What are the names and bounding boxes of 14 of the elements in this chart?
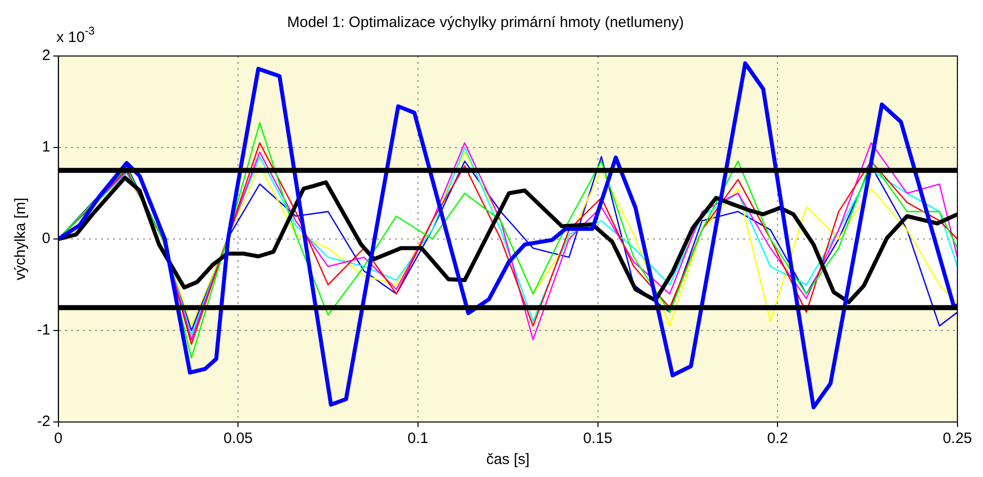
y-tick-label: 1 [42, 138, 50, 156]
x-tick-label: 0 [54, 430, 63, 448]
y-tick-label: -2 [36, 413, 50, 430]
chart-title: Model 1: Optimalizace výchylky primární hmoty (netlumeny) [287, 14, 684, 32]
y-tick-label: 2 [42, 47, 50, 64]
x-tick-label: 0.15 [583, 430, 612, 448]
y-axis-title: výchylka [m] [12, 198, 30, 280]
y-tick-label: 0 [42, 230, 50, 248]
y-tick-label: -1 [36, 322, 50, 339]
x-tick-label: 0.25 [942, 430, 972, 448]
x-tick-label: 0.2 [767, 430, 788, 448]
x-axis-title: čas [s] [486, 451, 530, 468]
x-tick-label: 0.05 [224, 430, 253, 448]
x-tick-label: 0.1 [408, 430, 428, 448]
